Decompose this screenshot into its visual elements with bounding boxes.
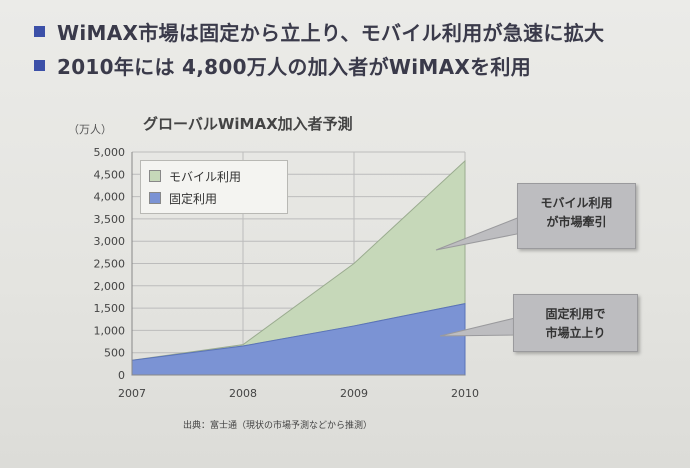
y-tick-label: 500 — [104, 347, 125, 360]
bullet-text: WiMAX市場は固定から立上り、モバイル利用が急速に拡大 — [57, 20, 605, 45]
source-note: 出典：富士通（現状の市場予測などから推測） — [183, 421, 373, 431]
x-tick-label: 2009 — [340, 387, 368, 400]
chart-title: グローバルWiMAX加入者予測 — [143, 115, 353, 133]
callout-mobile: モバイル利用 が市場牽引 — [517, 183, 636, 249]
legend-label-fixed: 固定利用 — [169, 191, 218, 206]
callout-fixed-line: 固定利用で — [545, 307, 606, 321]
bullet-item: 2010年には 4,800万人の加入者がWiMAXを利用 — [34, 48, 604, 82]
callout-fixed: 固定利用で 市場立上り — [513, 294, 638, 352]
bullet-square-icon — [34, 59, 45, 71]
legend-swatch-fixed — [149, 192, 161, 204]
y-tick-label: 4,000 — [94, 191, 126, 204]
y-tick-label: 1,500 — [94, 302, 126, 315]
legend-item-fixed: 固定利用 — [149, 187, 279, 209]
legend-label-mobile: モバイル利用 — [169, 169, 242, 184]
y-tick-label: 2,500 — [94, 258, 126, 271]
y-tick-label: 1,000 — [94, 324, 126, 337]
callout-fixed-line: 市場立上り — [545, 326, 606, 340]
chart-legend: モバイル利用 固定利用 — [140, 160, 288, 214]
legend-item-mobile: モバイル利用 — [149, 165, 279, 187]
callout-mobile-line: モバイル利用 — [540, 196, 613, 210]
bullet-square-icon — [34, 25, 45, 37]
bullet-item: WiMAX市場は固定から立上り、モバイル利用が急速に拡大 — [34, 14, 604, 48]
y-tick-label: 3,500 — [94, 213, 126, 226]
callout-mobile-line: が市場牽引 — [546, 215, 607, 229]
x-tick-label: 2008 — [229, 387, 257, 400]
bullet-text: 2010年には 4,800万人の加入者がWiMAXを利用 — [57, 54, 532, 79]
x-tick-label: 2007 — [118, 387, 146, 400]
y-axis-unit: （万人） — [68, 123, 112, 136]
y-tick-label: 3,000 — [94, 235, 126, 248]
y-tick-label: 2,000 — [94, 280, 126, 293]
bullet-list: WiMAX市場は固定から立上り、モバイル利用が急速に拡大 2010年には 4,8… — [34, 14, 604, 82]
x-tick-label: 2010 — [451, 387, 479, 400]
y-tick-label: 0 — [118, 369, 125, 382]
legend-swatch-mobile — [149, 170, 161, 182]
y-tick-label: 5,000 — [94, 146, 126, 159]
y-tick-label: 4,500 — [94, 168, 126, 181]
